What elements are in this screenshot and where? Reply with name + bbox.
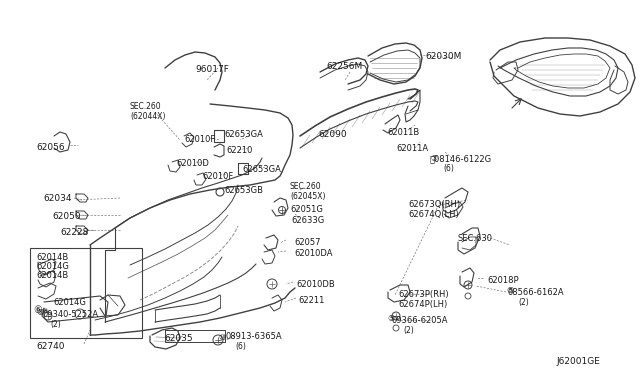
Text: 62030M: 62030M [425,52,461,61]
Text: 09340-5252A: 09340-5252A [42,310,98,319]
Text: 62014G: 62014G [53,298,86,307]
Text: 62035: 62035 [164,334,193,343]
Text: 〈08146-6122G: 〈08146-6122G [430,154,492,163]
Text: 62653GA: 62653GA [224,130,263,139]
Text: SEC.260: SEC.260 [290,182,322,191]
Bar [30,248,142,338]
Text: ⑩: ⑩ [41,308,47,314]
Text: 96017F: 96017F [195,65,229,74]
Text: (6): (6) [235,342,246,351]
Text: 62014B: 62014B [36,271,68,280]
Text: 62674P(LH): 62674P(LH) [398,300,447,309]
Text: 62057: 62057 [294,238,321,247]
Text: J62001GE: J62001GE [556,357,600,366]
Text: 62010DB: 62010DB [296,280,335,289]
Text: ⑤: ⑤ [387,314,394,323]
Text: 62210: 62210 [226,146,252,155]
Text: 62211: 62211 [298,296,324,305]
Text: 62653GB: 62653GB [224,186,263,195]
Text: 62740: 62740 [36,342,65,351]
Text: 62050: 62050 [52,212,81,221]
Text: 62010D: 62010D [176,159,209,168]
Text: (62044X): (62044X) [130,112,166,121]
Text: 62228: 62228 [60,228,88,237]
Text: ⑥: ⑥ [33,305,42,315]
Text: (2): (2) [50,320,61,329]
Text: 62674Q(LH): 62674Q(LH) [408,210,459,219]
Text: ⑤: ⑤ [506,286,513,295]
Text: ⑩: ⑩ [218,333,225,342]
Text: 62018P: 62018P [487,276,518,285]
Text: ⑤: ⑤ [36,308,44,317]
Text: 62011B: 62011B [387,128,419,137]
Text: ③: ③ [430,154,437,163]
Text: 62653GA: 62653GA [242,165,281,174]
Text: 62090: 62090 [318,130,347,139]
Text: (62045X): (62045X) [290,192,326,201]
Text: 62014G: 62014G [36,262,69,271]
Text: 62056: 62056 [36,143,65,152]
Text: 62256M: 62256M [326,62,362,71]
Text: 08913-6365A: 08913-6365A [225,332,282,341]
Text: 62014B: 62014B [36,253,68,262]
Text: 09366-6205A: 09366-6205A [392,316,449,325]
Text: SEC.260: SEC.260 [130,102,162,111]
Text: 08566-6162A: 08566-6162A [508,288,564,297]
Text: 62010DA: 62010DA [294,249,333,258]
Text: SEC.630: SEC.630 [458,234,493,243]
Text: (6): (6) [443,164,454,173]
Text: 62673P(RH): 62673P(RH) [398,290,449,299]
Text: 62051G: 62051G [290,205,323,214]
Text: (2): (2) [518,298,529,307]
Text: 62010F: 62010F [184,135,215,144]
Text: (2): (2) [403,326,413,335]
Text: 62633G: 62633G [291,216,324,225]
Text: 62011A: 62011A [396,144,428,153]
Text: 62034: 62034 [43,194,72,203]
Text: 62010F: 62010F [202,172,233,181]
Text: 62673Q(RH): 62673Q(RH) [408,200,460,209]
